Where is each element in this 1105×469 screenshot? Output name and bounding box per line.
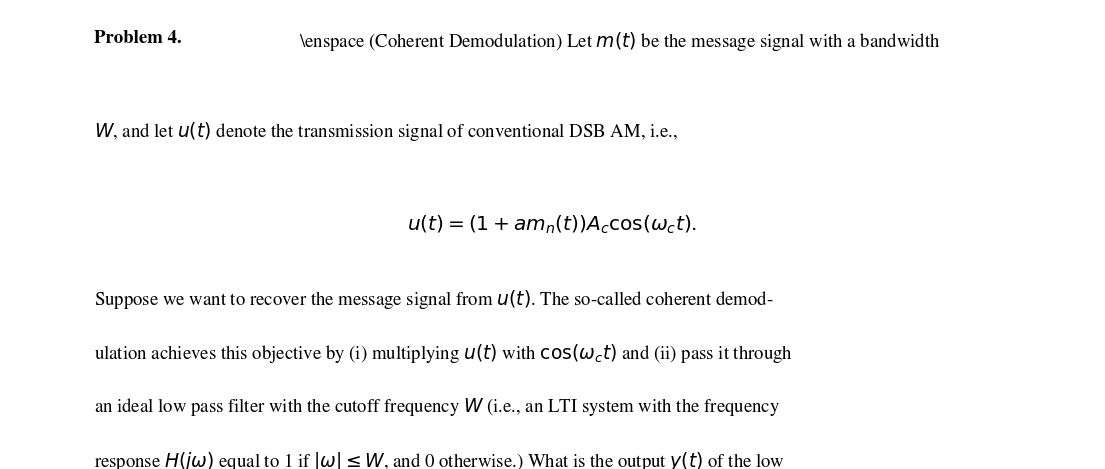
Text: $u(t) = (1 + am_n(t))A_c\cos(\omega_c t).$: $u(t) = (1 + am_n(t))A_c\cos(\omega_c t)… xyxy=(408,213,697,236)
Text: Problem 4.: Problem 4. xyxy=(94,30,181,47)
Text: ulation achieves this objective by (i) multiplying $u(t)$ with $\cos(\omega_c t): ulation achieves this objective by (i) m… xyxy=(94,342,793,365)
Text: \enspace (Coherent Demodulation) Let $m(t)$ be the message signal with a bandwid: \enspace (Coherent Demodulation) Let $m(… xyxy=(298,30,940,53)
Text: Suppose we want to recover the message signal from $u(t)$. The so-called coheren: Suppose we want to recover the message s… xyxy=(94,288,774,311)
Text: $W$, and let $u(t)$ denote the transmission signal of conventional DSB AM, i.e.,: $W$, and let $u(t)$ denote the transmiss… xyxy=(94,120,678,143)
Text: an ideal low pass filter with the cutoff frequency $W$ (i.e., an LTI system with: an ideal low pass filter with the cutoff… xyxy=(94,396,780,418)
Text: response $H(j\omega)$ equal to 1 if $|\omega| \leq W$, and 0 otherwise.) What is: response $H(j\omega)$ equal to 1 if $|\o… xyxy=(94,450,785,469)
